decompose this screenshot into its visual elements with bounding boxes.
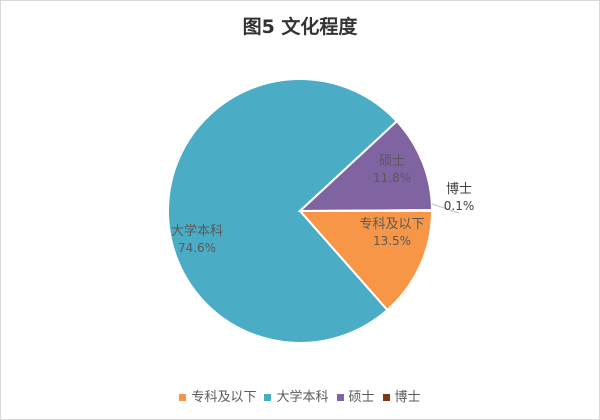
legend-label: 大学本科 (276, 390, 329, 405)
legend-swatch (382, 394, 390, 401)
chart-title: 图5 文化程度 (242, 16, 358, 38)
legend-item: 专科及以下 (179, 386, 256, 405)
data-label-category: 博士 (446, 182, 472, 197)
legend-swatch (336, 394, 344, 401)
legend-item: 硕士 (336, 386, 375, 405)
legend-swatch (179, 394, 187, 401)
data-label-category: 大学本科 (171, 223, 223, 239)
pie-slice-3 (299, 209, 434, 212)
data-label-value: 0.1% (444, 199, 475, 213)
data-label-value: 13.5% (373, 234, 411, 248)
data-label-value: 11.8% (373, 171, 411, 185)
data-label-value: 74.6% (178, 241, 216, 255)
leader-line (431, 203, 460, 214)
legend: 专科及以下 大学本科 硕士 博士 (0, 386, 600, 405)
legend-swatch (264, 394, 272, 401)
legend-item: 博士 (382, 386, 421, 405)
pie-slice-0 (297, 210, 434, 312)
legend-label: 硕士 (348, 390, 375, 405)
pie-slice-2 (297, 119, 434, 213)
pie-slice-1 (167, 78, 399, 344)
legend-label: 博士 (394, 390, 421, 405)
legend-label: 专科及以下 (191, 390, 257, 405)
data-label-category: 专科及以下 (359, 217, 424, 232)
legend-item: 大学本科 (264, 386, 329, 405)
data-label-category: 硕士 (379, 154, 405, 169)
